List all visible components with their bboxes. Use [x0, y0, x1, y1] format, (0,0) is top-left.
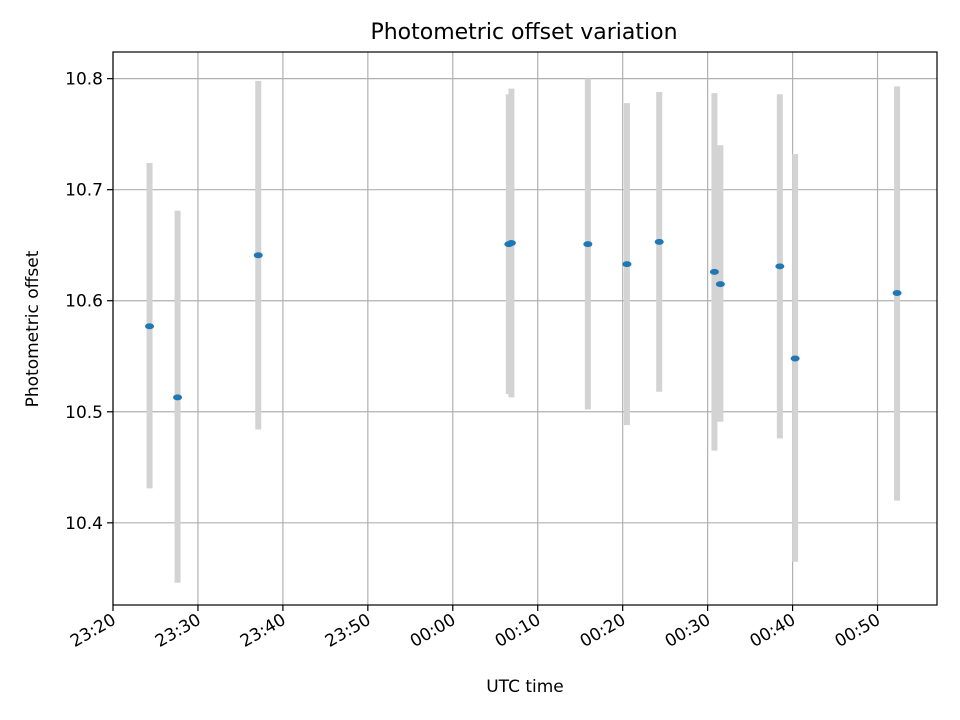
- y-tick-label: 10.5: [65, 403, 103, 423]
- data-point: [790, 355, 800, 362]
- y-tick-label: 10.4: [65, 514, 103, 534]
- x-axis-label: UTC time: [486, 677, 564, 697]
- data-point: [253, 252, 263, 259]
- chart-title: Photometric offset variation: [370, 20, 677, 45]
- data-point: [145, 323, 155, 330]
- y-axis-label: Photometric offset: [23, 250, 43, 407]
- data-point: [583, 241, 593, 248]
- data-point: [709, 268, 719, 275]
- data-point: [654, 238, 664, 245]
- y-tick-label: 10.7: [65, 181, 103, 201]
- data-point: [892, 289, 902, 296]
- y-axis-ticks: 10.4 10.5 10.6 10.7 10.8: [65, 70, 113, 534]
- data-point: [622, 261, 632, 268]
- y-tick-label: 10.8: [65, 70, 103, 90]
- data-point: [506, 239, 516, 246]
- data-point: [715, 281, 725, 288]
- data-point: [775, 263, 785, 270]
- data-points: [145, 238, 902, 401]
- grid: [112, 52, 937, 605]
- y-tick-label: 10.6: [65, 292, 103, 312]
- data-point: [173, 394, 183, 401]
- plot-frame: [112, 51, 938, 606]
